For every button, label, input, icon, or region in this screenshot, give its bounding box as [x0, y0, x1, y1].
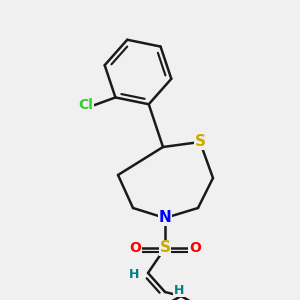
Text: S: S [194, 134, 206, 149]
Text: H: H [174, 284, 184, 296]
Text: O: O [129, 241, 141, 255]
Text: Cl: Cl [78, 98, 93, 112]
Text: O: O [189, 241, 201, 255]
Text: S: S [160, 241, 170, 256]
Text: N: N [159, 211, 171, 226]
Text: H: H [129, 268, 139, 281]
